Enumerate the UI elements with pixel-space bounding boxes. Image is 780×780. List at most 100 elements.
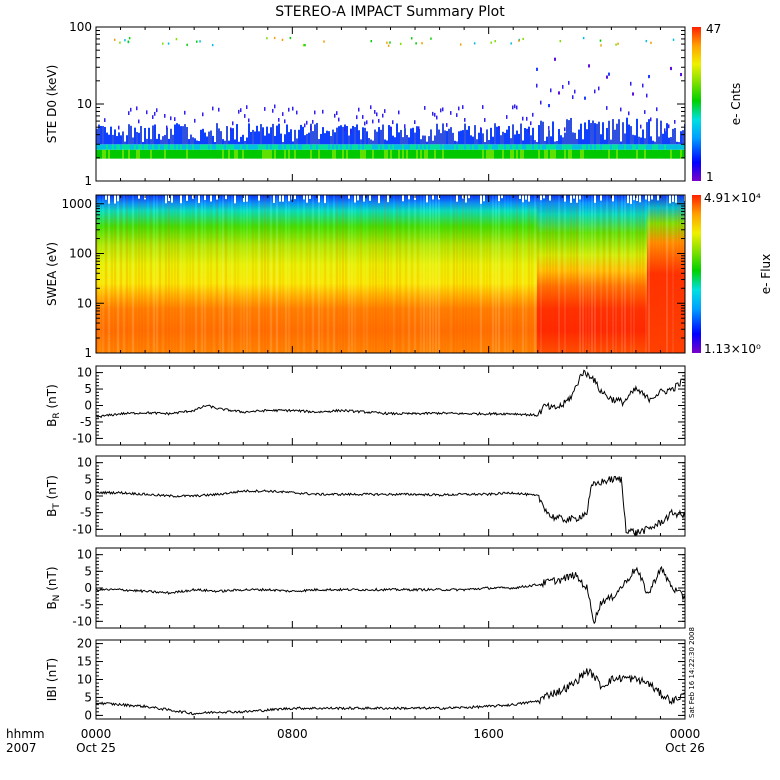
ste-cell-blue	[674, 127, 676, 145]
ste-cell-cyan	[234, 144, 236, 150]
swea-colorbar-label: e- Flux	[759, 254, 773, 294]
swea-stripe	[333, 195, 335, 353]
swea-stripe	[174, 195, 176, 353]
ste-cell-sparse	[646, 93, 648, 98]
ste-cell-green	[300, 149, 302, 159]
ste-cell-cyan	[466, 144, 468, 150]
ste-cell-green	[124, 149, 126, 159]
ste-cell-blue	[426, 141, 428, 145]
ste-cell-blue	[238, 141, 240, 145]
ste-cell-blue	[662, 133, 664, 145]
ste-cell-blue	[220, 131, 222, 145]
ste-cell-cyan	[104, 144, 106, 150]
ste-cell-blue	[428, 136, 430, 145]
ste-cell-green	[586, 149, 588, 159]
ste-cell-blue	[562, 137, 564, 145]
ste-cell-sparse	[644, 110, 646, 114]
ste-cell-top	[370, 40, 373, 43]
ste-cell-blue	[356, 124, 358, 145]
ste-cell-sparse	[458, 106, 460, 111]
ste-cell-sparse	[292, 106, 294, 111]
ste-cell-green	[498, 149, 500, 159]
swea-stripe	[561, 195, 563, 353]
swea-stripe	[234, 195, 236, 353]
swea-stripe	[405, 195, 407, 353]
ste-cell-blue	[404, 128, 406, 145]
ste-cell-cyan	[206, 144, 208, 150]
ste-cell-green	[240, 149, 242, 159]
y-tick-label: -5	[80, 598, 92, 612]
swea-stripe	[267, 195, 269, 353]
ste-cell-cyan	[252, 144, 254, 150]
ste-cell-cyan	[152, 144, 154, 150]
ste-cell-cyan	[262, 144, 264, 150]
ste-cell-green	[152, 149, 154, 159]
ste-cell-blue	[402, 137, 404, 145]
ste-cell-green	[502, 149, 504, 159]
ste-cell-cyan	[300, 144, 302, 150]
ste-cell-cyan	[240, 144, 242, 150]
ste-cell-blue	[214, 141, 216, 145]
swea-stripe	[462, 195, 464, 353]
ste-cell-blue	[148, 127, 150, 145]
ste-cell-blue	[274, 135, 276, 145]
swea-stripe	[576, 195, 578, 353]
ste-cell-green	[602, 149, 604, 159]
swea-stripe	[642, 195, 644, 353]
ste-cell-blue	[296, 138, 298, 145]
x-date-label: Oct 25	[76, 741, 116, 755]
ste-cell-sparse	[450, 111, 452, 115]
swea-stripe	[204, 195, 206, 353]
ste-cell-cyan	[436, 144, 438, 150]
ste-cell-top	[289, 36, 292, 40]
swea-top-gap	[105, 195, 107, 200]
ste-colorbar-label: e- Cnts	[729, 83, 743, 125]
ste-cell-cyan	[250, 144, 252, 150]
ste-cell-sparse	[674, 119, 676, 124]
ste-cell-cyan	[580, 144, 582, 150]
ste-cell-green	[510, 149, 512, 159]
ste-cell-blue	[376, 131, 378, 145]
ste-cell-cyan	[424, 144, 426, 150]
ste-cell-blue	[528, 126, 530, 145]
ste-cell-green	[626, 149, 628, 159]
ste-cell-cyan	[608, 144, 610, 150]
ste-cell-green	[356, 149, 358, 159]
swea-stripe	[549, 195, 551, 353]
ste-cell-burst	[670, 66, 672, 71]
ste-cell-cyan	[200, 144, 202, 150]
ste-cell-green	[292, 149, 294, 159]
swea-top-gap	[639, 195, 641, 203]
ste-cell-green	[146, 149, 148, 159]
y-tick-label: 0	[84, 399, 92, 413]
ste-cell-cyan	[396, 144, 398, 150]
ste-cell-green	[550, 149, 552, 159]
swea-stripe	[198, 195, 200, 353]
ste-cell-green	[250, 149, 252, 159]
ste-cell-green	[524, 149, 526, 159]
ste-cell-sparse	[630, 81, 632, 86]
ste-cell-top	[196, 40, 198, 43]
ste-cell-green	[362, 149, 364, 159]
swea-stripe	[276, 195, 278, 353]
swea-top-gap	[324, 195, 326, 204]
ste-cell-cyan	[226, 144, 228, 150]
ste-cell-cyan	[168, 144, 170, 150]
swea-stripe	[243, 195, 245, 353]
swea-top-gap	[627, 195, 629, 204]
ste-cell-cyan	[146, 144, 148, 150]
ste-cell-green	[506, 149, 508, 159]
ste-cell-blue	[116, 136, 118, 145]
y-tick-label: 100	[69, 20, 92, 34]
ste-cell-cyan	[228, 144, 230, 150]
ste-cell-blue	[432, 140, 434, 145]
ste-cell-blue	[142, 141, 144, 145]
ste-cell-green	[394, 149, 396, 159]
swea-stripe	[381, 195, 383, 353]
ste-cell-cyan	[520, 144, 522, 150]
ste-cell-cyan	[304, 144, 306, 150]
ste-cell-sparse	[606, 106, 608, 110]
ste-cell-blue	[626, 117, 628, 145]
ste-cell-blue	[302, 126, 304, 145]
ste-cell-cyan	[198, 144, 200, 150]
